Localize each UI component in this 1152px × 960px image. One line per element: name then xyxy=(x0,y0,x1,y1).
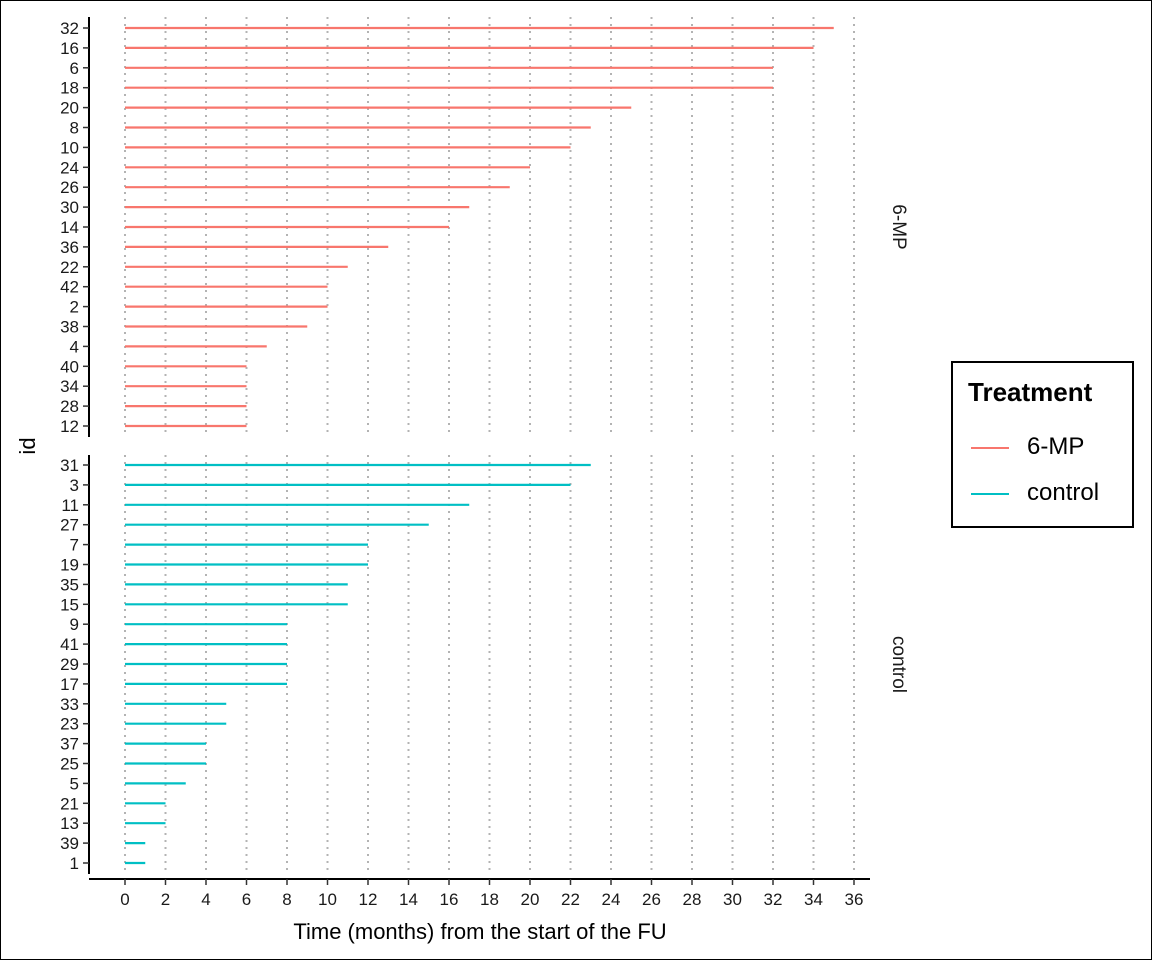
y-tick-label-21: 21 xyxy=(60,794,79,813)
y-tick-label-27: 27 xyxy=(60,516,79,535)
y-tick-label-42: 42 xyxy=(60,278,79,297)
legend-swatch-control xyxy=(971,493,1009,495)
y-tick-label-15: 15 xyxy=(60,595,79,614)
y-tick-label-34: 34 xyxy=(60,377,79,396)
y-tick-label-25: 25 xyxy=(60,755,79,774)
y-tick-label-3: 3 xyxy=(70,476,79,495)
legend-item-6mp: 6-MP xyxy=(971,433,1131,463)
x-tick-label-2: 2 xyxy=(161,890,170,909)
y-tick-label-20: 20 xyxy=(60,99,79,118)
y-tick-label-10: 10 xyxy=(60,138,79,157)
y-tick-label-16: 16 xyxy=(60,39,79,58)
y-tick-label-37: 37 xyxy=(60,735,79,754)
x-tick-label-14: 14 xyxy=(399,890,418,909)
y-tick-label-19: 19 xyxy=(60,556,79,575)
x-tick-label-8: 8 xyxy=(282,890,291,909)
y-axis-title: id xyxy=(15,437,40,454)
x-tick-label-6: 6 xyxy=(242,890,251,909)
y-tick-label-39: 39 xyxy=(60,834,79,853)
y-tick-label-31: 31 xyxy=(60,456,79,475)
legend-label-control: control xyxy=(1027,479,1100,506)
x-tick-label-0: 0 xyxy=(120,890,129,909)
y-tick-label-18: 18 xyxy=(60,79,79,98)
y-tick-label-9: 9 xyxy=(70,615,79,634)
y-tick-label-38: 38 xyxy=(60,318,79,337)
y-tick-label-17: 17 xyxy=(60,675,79,694)
y-tick-label-8: 8 xyxy=(70,119,79,138)
x-tick-label-20: 20 xyxy=(521,890,540,909)
y-tick-label-14: 14 xyxy=(60,218,79,237)
y-tick-label-30: 30 xyxy=(60,198,79,217)
y-tick-label-41: 41 xyxy=(60,635,79,654)
legend: Treatment 6-MP control xyxy=(951,361,1134,528)
y-tick-label-2: 2 xyxy=(70,298,79,317)
y-tick-label-26: 26 xyxy=(60,178,79,197)
legend-swatch-6mp xyxy=(971,447,1009,449)
y-tick-label-24: 24 xyxy=(60,158,79,177)
x-tick-label-28: 28 xyxy=(683,890,702,909)
y-tick-label-1: 1 xyxy=(70,854,79,873)
y-tick-label-29: 29 xyxy=(60,655,79,674)
facet-strip-6mp: 6-MP xyxy=(888,204,909,249)
y-tick-label-4: 4 xyxy=(70,337,79,356)
y-tick-label-35: 35 xyxy=(60,575,79,594)
x-tick-label-10: 10 xyxy=(318,890,337,909)
y-tick-label-36: 36 xyxy=(60,238,79,257)
y-tick-label-33: 33 xyxy=(60,695,79,714)
legend-label-6mp: 6-MP xyxy=(1027,433,1085,460)
y-tick-label-22: 22 xyxy=(60,258,79,277)
y-tick-label-7: 7 xyxy=(70,536,79,555)
y-tick-label-11: 11 xyxy=(61,496,79,515)
x-tick-label-32: 32 xyxy=(764,890,783,909)
legend-title: Treatment xyxy=(968,377,1093,407)
y-tick-label-12: 12 xyxy=(60,417,79,436)
x-tick-label-24: 24 xyxy=(602,890,621,909)
y-tick-label-13: 13 xyxy=(60,814,79,833)
y-tick-label-6: 6 xyxy=(70,59,79,78)
x-tick-label-30: 30 xyxy=(723,890,742,909)
x-tick-label-36: 36 xyxy=(845,890,864,909)
x-tick-label-34: 34 xyxy=(804,890,823,909)
y-tick-label-28: 28 xyxy=(60,397,79,416)
y-tick-label-5: 5 xyxy=(70,774,79,793)
x-tick-label-16: 16 xyxy=(440,890,459,909)
x-tick-label-26: 26 xyxy=(642,890,661,909)
x-tick-label-22: 22 xyxy=(561,890,580,909)
y-tick-label-32: 32 xyxy=(60,19,79,38)
x-tick-label-18: 18 xyxy=(480,890,499,909)
x-tick-label-4: 4 xyxy=(201,890,210,909)
y-tick-label-23: 23 xyxy=(60,715,79,734)
x-axis-title: Time (months) from the start of the FU xyxy=(293,919,666,944)
legend-item-control: control xyxy=(971,479,1131,509)
facet-strip-control: control xyxy=(888,636,909,693)
y-tick-label-40: 40 xyxy=(60,357,79,376)
x-tick-label-12: 12 xyxy=(359,890,378,909)
